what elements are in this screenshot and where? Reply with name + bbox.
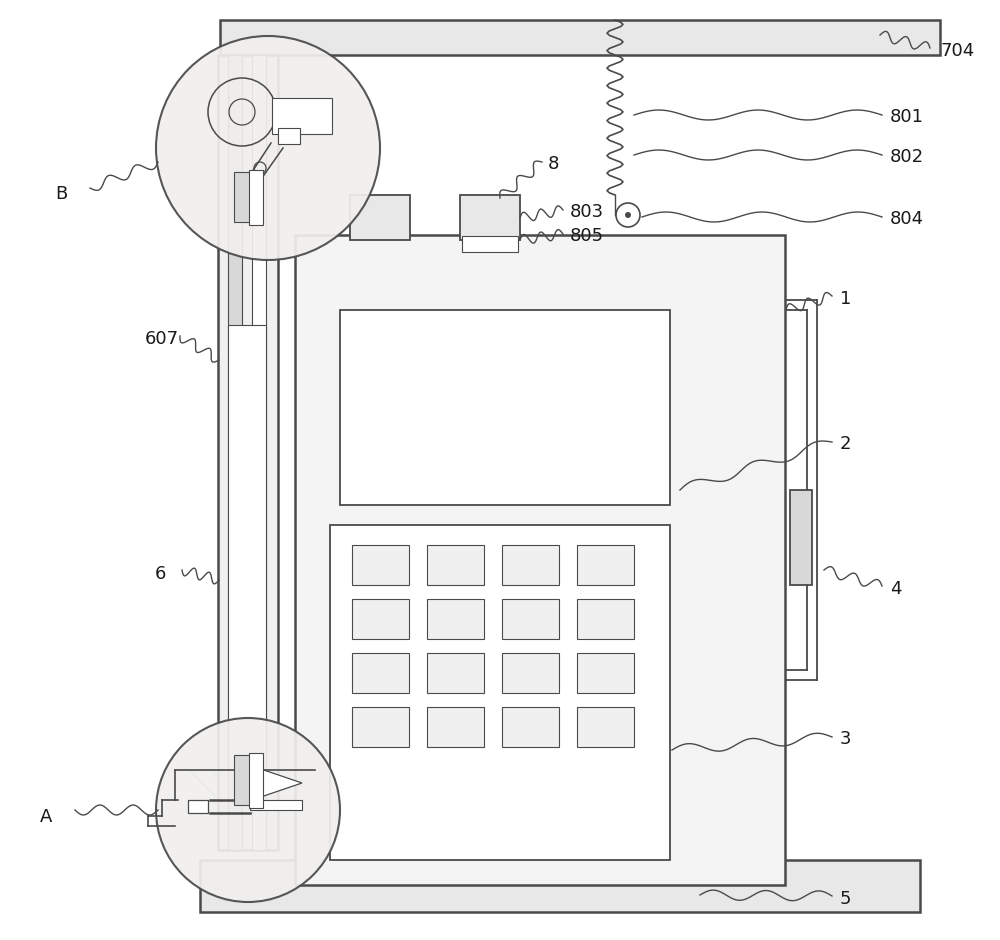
Bar (295, 235, 785, 885)
Bar (462, 236, 518, 252)
Bar (278, 128, 300, 144)
Bar (427, 545, 484, 585)
Bar (790, 490, 812, 585)
Text: 8: 8 (548, 155, 559, 173)
Bar (577, 545, 634, 585)
Bar (502, 545, 559, 585)
Bar (340, 310, 670, 505)
Bar (577, 599, 634, 639)
Bar (352, 599, 409, 639)
Circle shape (156, 36, 380, 260)
Bar (577, 653, 634, 693)
Bar (250, 800, 302, 810)
Text: B: B (55, 185, 67, 203)
Polygon shape (252, 766, 302, 800)
Bar (234, 172, 254, 222)
Bar (427, 707, 484, 747)
Text: 805: 805 (570, 227, 604, 245)
Bar (252, 55, 266, 850)
Text: 801: 801 (890, 108, 924, 126)
Bar (234, 755, 254, 805)
Circle shape (156, 718, 340, 902)
Text: 804: 804 (890, 210, 924, 228)
Text: A: A (40, 808, 52, 826)
Text: 4: 4 (890, 580, 902, 598)
Bar (352, 707, 409, 747)
Bar (188, 800, 208, 813)
Text: 3: 3 (840, 730, 852, 748)
Bar (249, 753, 263, 808)
Bar (220, 20, 940, 55)
Bar (218, 55, 278, 850)
Bar (427, 653, 484, 693)
Text: 6: 6 (155, 565, 166, 583)
Text: 802: 802 (890, 148, 924, 166)
Bar (502, 599, 559, 639)
Bar (352, 545, 409, 585)
Bar (460, 195, 520, 240)
Bar (330, 525, 670, 860)
Bar (228, 55, 242, 850)
Bar (272, 98, 332, 134)
Bar (228, 325, 266, 770)
Text: 607: 607 (145, 330, 179, 348)
Bar (350, 195, 410, 240)
Bar (427, 599, 484, 639)
Text: 803: 803 (570, 203, 604, 221)
Bar (352, 653, 409, 693)
Bar (577, 707, 634, 747)
Bar (502, 653, 559, 693)
Text: 2: 2 (840, 435, 852, 453)
Bar (502, 707, 559, 747)
Text: 1: 1 (840, 290, 851, 308)
Bar (249, 170, 263, 225)
Text: 704: 704 (940, 42, 974, 60)
Text: 5: 5 (840, 890, 852, 908)
Circle shape (625, 212, 631, 218)
Bar (200, 860, 920, 912)
